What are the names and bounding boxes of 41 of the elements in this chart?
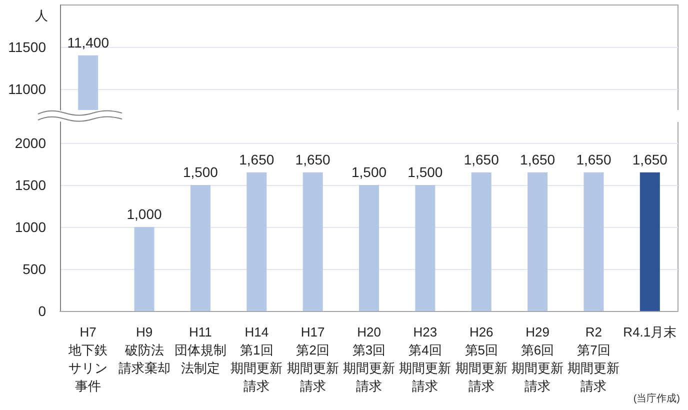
- data-label: 1,650: [464, 151, 500, 168]
- data-label: 1,650: [520, 151, 556, 168]
- bar: [584, 172, 604, 311]
- data-label: 1,650: [576, 151, 612, 168]
- x-tick-label: H26 第5回期間更新請求: [455, 324, 508, 394]
- x-tick-label: H23 第4回期間更新請求: [399, 324, 452, 394]
- x-tick-label: H9 破防法請求棄却: [118, 324, 170, 376]
- data-label: 1,650: [632, 151, 668, 168]
- bar: [302, 172, 323, 311]
- x-tick-label: H20 第3回期間更新請求: [343, 324, 395, 394]
- bar: [640, 172, 660, 311]
- x-tick-label: H11 団体規制法制定: [174, 324, 226, 376]
- data-label: 1,500: [408, 164, 443, 180]
- bar: [471, 172, 492, 311]
- x-tick-label: R2 第7回期間更新請求: [568, 324, 620, 394]
- y-axis-title: 人: [35, 8, 48, 23]
- bar: [528, 172, 548, 311]
- bar: [359, 185, 379, 311]
- y-tick-label: 11000: [8, 81, 46, 97]
- x-tick-label: R4.1月末: [623, 324, 677, 340]
- bar: [415, 185, 436, 311]
- data-label: 11,400: [67, 34, 110, 50]
- x-tick-label: H7 地下鉄サリン事件: [68, 324, 108, 394]
- bar: [134, 227, 154, 311]
- data-label: 1,650: [295, 151, 331, 168]
- data-label: 1,500: [182, 164, 218, 180]
- data-label: 1,500: [351, 164, 387, 180]
- bar: [190, 185, 210, 311]
- x-tick-label: H29 第6回期間更新請求: [512, 324, 564, 394]
- y-tick-label: 2000: [14, 135, 46, 151]
- y-tick-label: 1500: [14, 177, 46, 193]
- y-tick-label: 1000: [14, 219, 46, 235]
- bar: [246, 172, 267, 311]
- x-tick-label: H14 第1回期間更新請求: [230, 324, 283, 394]
- data-label: 1,000: [126, 206, 162, 222]
- x-tick-label: H17 第2回期間更新請求: [286, 324, 339, 394]
- text: (当庁作成): [633, 392, 680, 404]
- y-tick-label: 500: [22, 261, 46, 277]
- y-tick-label: 11500: [8, 39, 46, 55]
- y-tick-label: 0: [38, 303, 46, 319]
- data-label: 1,650: [239, 151, 274, 168]
